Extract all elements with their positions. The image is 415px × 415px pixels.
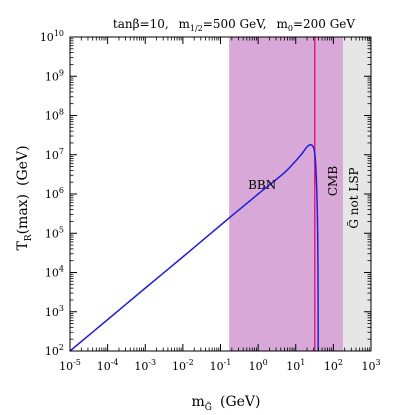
y-tick-label: 108: [45, 108, 64, 123]
plot-frame: [69, 36, 372, 352]
series-line-0: [69, 143, 319, 352]
region-label-gravitino-not-lsp: G̃ not LSP: [346, 167, 361, 228]
region-labels: BBN CMB G̃ not LSP: [248, 166, 361, 229]
region-1: [314, 37, 343, 351]
region-0: [229, 37, 315, 351]
x-tick-label: 101: [286, 358, 305, 373]
x-tick-label: 10-5: [59, 358, 81, 373]
y-tick-label: 104: [45, 265, 64, 280]
y-axis-label: TR(max)(GeV): [15, 145, 34, 250]
x-tick-label: 10-4: [97, 358, 119, 373]
x-tick-label: 10-2: [172, 358, 194, 373]
x-tick-labels: 10-5 10-4 10-3 10-2 10-1 100 101 102 103: [59, 358, 380, 373]
x-tick-label: 102: [324, 358, 343, 373]
region-label-cmb: CMB: [326, 166, 340, 196]
y-tick-label: 105: [45, 225, 64, 240]
shaded-regions: [229, 37, 371, 351]
x-axis-label: mG̃ (GeV): [192, 394, 261, 413]
x-tick-label: 103: [361, 358, 380, 373]
y-tick-label: 1010: [40, 29, 64, 44]
y-tick-label: 102: [45, 343, 64, 358]
y-tick-label: 107: [45, 147, 64, 162]
y-tick-label: 109: [45, 68, 64, 83]
region-label-bbn: BBN: [248, 178, 276, 192]
series-layer: [69, 143, 319, 352]
y-tick-labels: 102 103 104 105 106 107 108 109 1010: [40, 29, 64, 358]
y-tick-label: 106: [45, 186, 64, 201]
y-tick-label: 103: [45, 304, 64, 319]
x-tick-label: 10-3: [134, 358, 156, 373]
chart-title: tanβ=10, m1/2=500 GeV, m0=200 GeV: [113, 17, 355, 33]
x-tick-label: 10-1: [210, 358, 232, 373]
x-tick-label: 100: [249, 358, 268, 373]
